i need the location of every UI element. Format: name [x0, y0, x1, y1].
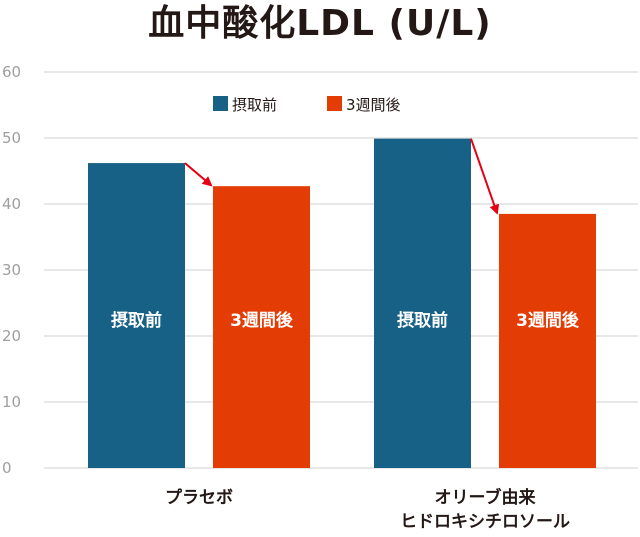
change-arrows — [184, 138, 500, 215]
bar-after-1 — [499, 213, 596, 468]
bar-label: 摂取前 — [111, 310, 162, 331]
y-tick-label: 30 — [2, 261, 21, 279]
legend-label: 3週間後 — [346, 96, 401, 114]
y-tick-label: 50 — [2, 129, 21, 147]
bars: 摂取前 3週間後 摂取前 3週間後 — [88, 138, 596, 468]
bar-before-1 — [374, 138, 471, 468]
bar-label: 摂取前 — [397, 310, 448, 331]
legend: 摂取前 3週間後 — [213, 96, 401, 114]
bar-label: 3週間後 — [516, 310, 580, 331]
bar-before-0 — [88, 163, 185, 468]
change-arrow — [470, 138, 500, 215]
chart-title: 血中酸化LDL (U/L) — [148, 3, 492, 44]
legend-swatch — [327, 96, 342, 111]
bar-label: 3週間後 — [230, 310, 294, 331]
legend-label: 摂取前 — [232, 96, 277, 114]
y-tick-label: 60 — [2, 63, 21, 81]
x-category-label-line: オリーブ由来 — [434, 488, 536, 508]
x-category-label-line: プラセボ — [165, 488, 233, 508]
x-category-label-line: ヒドロキシチロソール — [400, 512, 570, 532]
legend-swatch — [213, 96, 228, 111]
y-tick-label: 40 — [2, 195, 21, 213]
change-arrow — [184, 162, 213, 187]
x-category-label: プラセボ — [69, 486, 329, 510]
bar-after-0 — [213, 186, 310, 468]
y-tick-label: 20 — [2, 327, 21, 345]
x-category-label: オリーブ由来ヒドロキシチロソール — [355, 486, 615, 534]
y-tick-label: 0 — [2, 459, 12, 477]
y-tick-label: 10 — [2, 393, 21, 411]
